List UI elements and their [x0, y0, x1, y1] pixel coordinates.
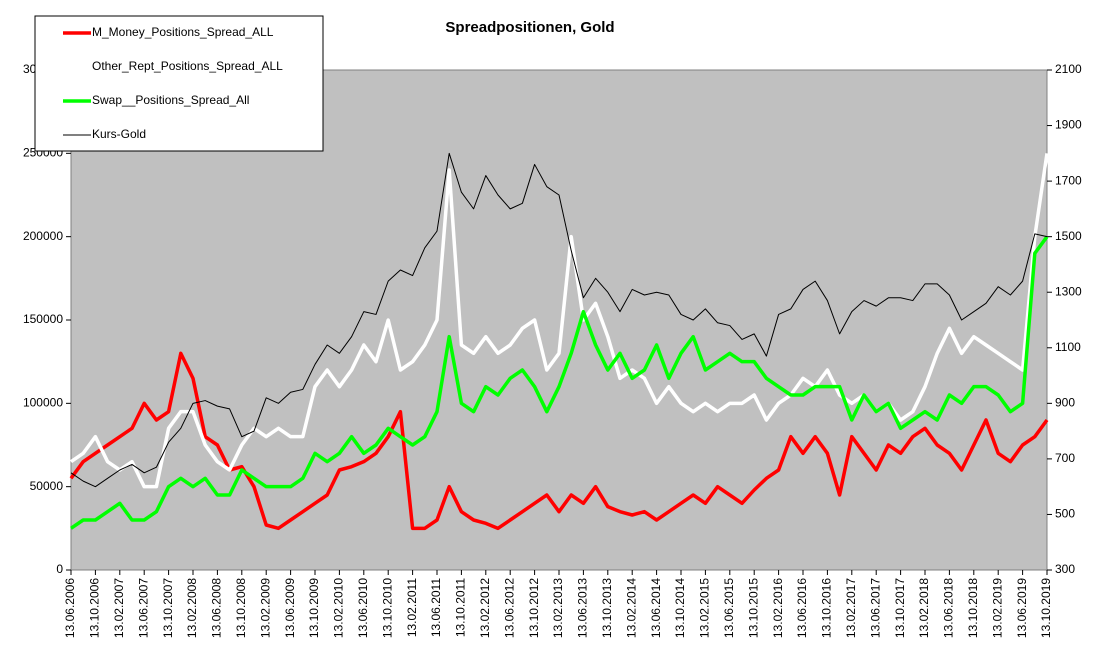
x-tick-label: 13.10.2006: [88, 578, 102, 638]
x-tick-label: 13.10.2007: [161, 578, 175, 638]
x-tick-label: 13.06.2010: [356, 578, 370, 638]
x-tick-label: 13.06.2018: [942, 578, 956, 638]
x-tick-label: 13.06.2016: [795, 578, 809, 638]
x-tick-label: 13.06.2012: [502, 578, 516, 638]
x-tick-label: 13.02.2017: [844, 578, 858, 638]
x-tick-label: 13.10.2018: [966, 578, 980, 638]
legend-box: [34, 15, 324, 152]
legend-label: Swap__Positions_Spread_All: [92, 93, 249, 107]
x-tick-label: 13.06.2008: [210, 578, 224, 638]
legend-label: Other_Rept_Positions_Spread_ALL: [92, 59, 283, 73]
x-tick-label: 13.02.2010: [332, 578, 346, 638]
x-tick-label: 13.06.2007: [136, 578, 150, 638]
x-tick-label: 13.06.2013: [576, 578, 590, 638]
x-tick-label: 13.10.2010: [380, 578, 394, 638]
series-line: [70, 152, 1048, 488]
x-tick-label: 13.02.2019: [990, 578, 1004, 638]
y2-tick-label: 1700: [1055, 173, 1082, 187]
x-tick-label: 13.06.2006: [63, 578, 77, 638]
x-tick-label: 13.02.2012: [478, 578, 492, 638]
y-tick-label: 0: [56, 562, 63, 576]
y-tick-label: 100000: [23, 396, 63, 410]
y2-tick-label: 900: [1055, 396, 1075, 410]
y2-tick-label: 300: [1055, 562, 1075, 576]
y-tick-label: 50000: [30, 479, 64, 493]
x-tick-label: 13.02.2016: [771, 578, 785, 638]
x-tick-label: 13.10.2017: [893, 578, 907, 638]
chart-title: Spreadpositionen, Gold: [445, 19, 614, 36]
x-tick-label: 13.02.2009: [258, 578, 272, 638]
legend-label: M_Money_Positions_Spread_ALL: [92, 25, 274, 39]
y2-tick-label: 1500: [1055, 229, 1082, 243]
y2-tick-label: 2100: [1055, 62, 1082, 76]
x-tick-label: 13.06.2015: [722, 578, 736, 638]
x-tick-label: 13.10.2019: [1039, 578, 1053, 638]
y2-tick-label: 500: [1055, 507, 1075, 521]
x-tick-label: 13.10.2008: [234, 578, 248, 638]
x-tick-label: 13.02.2015: [698, 578, 712, 638]
legend-label: Kurs-Gold: [92, 127, 146, 141]
x-tick-label: 13.06.2014: [649, 578, 663, 638]
x-tick-label: 13.10.2011: [454, 578, 468, 637]
y2-tick-label: 1100: [1055, 340, 1081, 354]
x-tick-label: 13.02.2018: [917, 578, 931, 638]
series-line: [69, 351, 1049, 531]
x-tick-label: 13.02.2011: [405, 578, 419, 637]
x-tick-label: 13.10.2016: [820, 578, 834, 638]
x-tick-label: 13.02.2013: [551, 578, 565, 638]
x-tick-label: 13.02.2014: [624, 578, 638, 638]
x-tick-label: 13.10.2009: [307, 578, 321, 638]
y2-tick-label: 1300: [1055, 284, 1082, 298]
x-tick-label: 13.02.2008: [185, 578, 199, 638]
series-line: [70, 235, 1049, 530]
x-tick-label: 13.06.2017: [868, 578, 882, 638]
x-tick-label: 13.10.2014: [673, 578, 687, 638]
y2-tick-label: 1900: [1055, 118, 1082, 132]
x-tick-label: 13.02.2007: [112, 578, 126, 638]
x-tick-label: 13.10.2013: [600, 578, 614, 638]
x-tick-label: 13.06.2009: [283, 578, 297, 638]
y2-tick-label: 700: [1055, 451, 1075, 465]
x-tick-label: 13.10.2015: [746, 578, 760, 638]
y-tick-label: 200000: [23, 229, 63, 243]
x-tick-label: 13.06.2011: [429, 578, 443, 637]
x-tick-label: 13.06.2019: [1015, 578, 1029, 638]
y-tick-label: 150000: [23, 312, 63, 326]
x-tick-label: 13.10.2012: [527, 578, 541, 638]
